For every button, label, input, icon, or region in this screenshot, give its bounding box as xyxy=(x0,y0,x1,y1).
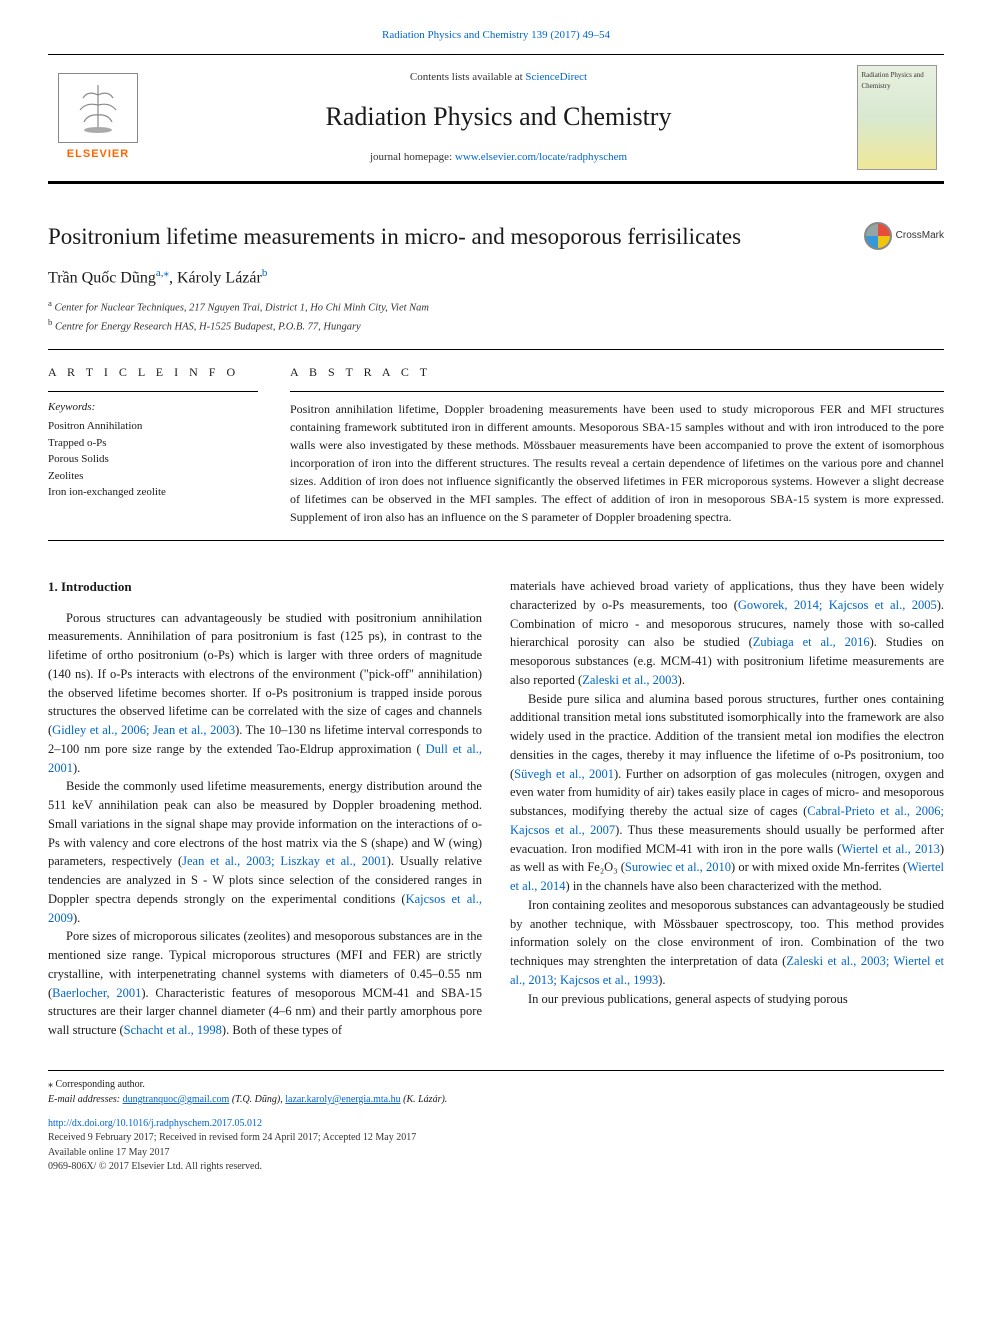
right-column: materials have achieved broad variety of… xyxy=(510,577,944,1040)
author-1[interactable]: Trần Quốc Dũng xyxy=(48,269,156,286)
article-info-heading: A R T I C L E I N F O xyxy=(48,364,258,381)
emails-line: E-mail addresses: dungtranquoc@gmail.com… xyxy=(48,1092,944,1107)
aff-a-text: Center for Nuclear Techniques, 217 Nguye… xyxy=(55,303,430,314)
author-sep: , xyxy=(169,269,177,286)
email-link-2[interactable]: lazar.karoly@energia.mta.hu xyxy=(285,1094,400,1105)
divider xyxy=(48,540,944,541)
citation-link[interactable]: Cabral-Prieto et al., 2006; Kajcsos et a… xyxy=(510,804,944,837)
citation-link[interactable]: Wiertel et al., 2013 xyxy=(841,842,940,856)
emails-label: E-mail addresses: xyxy=(48,1094,123,1105)
citation-link[interactable]: Jean et al., 2003; Liszkay et al., 2001 xyxy=(182,854,387,868)
body-para: Pore sizes of microporous silicates (zeo… xyxy=(48,927,482,1040)
corresponding-author-note: ⁎ Corresponding author. xyxy=(48,1077,944,1092)
citation-link[interactable]: Schacht et al., 1998 xyxy=(124,1023,222,1037)
journal-homepage-link[interactable]: www.elsevier.com/locate/radphyschem xyxy=(455,151,627,163)
contents-available-line: Contents lists available at ScienceDirec… xyxy=(410,70,587,86)
citation-link[interactable]: Zaleski et al., 2003 xyxy=(582,673,677,687)
keyword: Positron Annihilation xyxy=(48,418,258,435)
online-line: Available online 17 May 2017 xyxy=(48,1146,944,1161)
body-para: materials have achieved broad variety of… xyxy=(510,577,944,690)
left-column: 1. Introduction Porous structures can ad… xyxy=(48,577,482,1040)
journal-cover-thumb[interactable]: Radiation Physics and Chemistry xyxy=(849,55,944,181)
citation-link[interactable]: Zubiaga et al., 2016 xyxy=(753,635,870,649)
aff-a-sup: a, xyxy=(156,267,164,279)
body-para: Porous structures can advantageously be … xyxy=(48,609,482,778)
header-center: Contents lists available at ScienceDirec… xyxy=(148,55,849,181)
journal-name: Radiation Physics and Chemistry xyxy=(326,98,672,136)
article-title: Positronium lifetime measurements in mic… xyxy=(48,222,848,252)
elsevier-tree-icon xyxy=(58,73,138,143)
body-para: In our previous publications, general as… xyxy=(510,990,944,1009)
citation-link[interactable]: Goworek, 2014; Kajcsos et al., 2005 xyxy=(738,598,937,612)
contents-prefix: Contents lists available at xyxy=(410,71,525,83)
doi-link[interactable]: http://dx.doi.org/10.1016/j.radphyschem.… xyxy=(48,1118,262,1129)
received-line: Received 9 February 2017; Received in re… xyxy=(48,1131,944,1146)
email-who-2: (K. Lázár). xyxy=(401,1094,448,1105)
keyword: Iron ion-exchanged zeolite xyxy=(48,484,258,501)
keyword: Zeolites xyxy=(48,468,258,485)
author-2[interactable]: Károly Lázár xyxy=(177,269,262,286)
body-para: Beside the commonly used lifetime measur… xyxy=(48,777,482,927)
keyword: Trapped o-Ps xyxy=(48,435,258,452)
abstract-text: Positron annihilation lifetime, Doppler … xyxy=(290,400,944,526)
citation-link[interactable]: Gidley et al., 2006; Jean et al., 2003 xyxy=(52,723,235,737)
crossmark-label: CrossMark xyxy=(896,229,944,244)
crossmark-badge[interactable]: CrossMark xyxy=(864,222,944,250)
abstract-heading: A B S T R A C T xyxy=(290,364,944,381)
elsevier-brand-text: ELSEVIER xyxy=(67,147,129,163)
footnotes: ⁎ Corresponding author. E-mail addresses… xyxy=(48,1070,944,1107)
citation-link[interactable]: Zaleski et al., 2003; Wiertel et al., 20… xyxy=(510,954,944,987)
email-link-1[interactable]: dungtranquoc@gmail.com xyxy=(123,1094,230,1105)
email-who-1: (T.Q. Dũng), xyxy=(229,1094,285,1105)
aff-b-text: Centre for Energy Research HAS, H-1525 B… xyxy=(55,322,361,333)
citation-link[interactable]: Dull et al., 2001 xyxy=(48,742,482,775)
author-2-aff[interactable]: b xyxy=(262,267,268,279)
citation-link[interactable]: Süvegh et al., 2001 xyxy=(514,767,614,781)
abstract-rule xyxy=(290,391,944,392)
body-two-column: 1. Introduction Porous structures can ad… xyxy=(48,577,944,1040)
journal-homepage-line: journal homepage: www.elsevier.com/locat… xyxy=(370,150,627,166)
keywords-list: Positron Annihilation Trapped o-Ps Porou… xyxy=(48,418,258,501)
journal-header: ELSEVIER Contents lists available at Sci… xyxy=(48,54,944,184)
article-info-block: A R T I C L E I N F O Keywords: Positron… xyxy=(48,364,258,526)
elsevier-logo[interactable]: ELSEVIER xyxy=(48,55,148,181)
authors-line: Trần Quốc Dũnga,⁎, Károly Lázárb xyxy=(48,266,944,290)
sciencedirect-link[interactable]: ScienceDirect xyxy=(525,71,587,83)
journal-citation-link[interactable]: Radiation Physics and Chemistry 139 (201… xyxy=(48,28,944,44)
keywords-label: Keywords: xyxy=(48,400,258,416)
citation-link[interactable]: Surowiec et al., 2010 xyxy=(625,860,731,874)
copyright-line: 0969-806X/ © 2017 Elsevier Ltd. All righ… xyxy=(48,1160,944,1175)
affiliation-a: a Center for Nuclear Techniques, 217 Ngu… xyxy=(48,297,944,316)
abstract-block: A B S T R A C T Positron annihilation li… xyxy=(290,364,944,526)
crossmark-icon xyxy=(864,222,892,250)
affiliations: a Center for Nuclear Techniques, 217 Ngu… xyxy=(48,297,944,334)
info-rule xyxy=(48,391,258,392)
divider xyxy=(48,349,944,350)
homepage-prefix: journal homepage: xyxy=(370,151,455,163)
author-1-aff[interactable]: a,⁎ xyxy=(156,267,169,279)
citation-link[interactable]: Kajcsos et al., 2009 xyxy=(48,892,482,925)
affiliation-b: b Centre for Energy Research HAS, H-1525… xyxy=(48,316,944,335)
doi-block: http://dx.doi.org/10.1016/j.radphyschem.… xyxy=(48,1117,944,1175)
intro-heading: 1. Introduction xyxy=(48,577,482,597)
citation-link[interactable]: Baerlocher, 2001 xyxy=(52,986,141,1000)
body-para: Iron containing zeolites and mesoporous … xyxy=(510,896,944,990)
keyword: Porous Solids xyxy=(48,451,258,468)
cover-image: Radiation Physics and Chemistry xyxy=(857,65,937,170)
body-para: Beside pure silica and alumina based por… xyxy=(510,690,944,896)
